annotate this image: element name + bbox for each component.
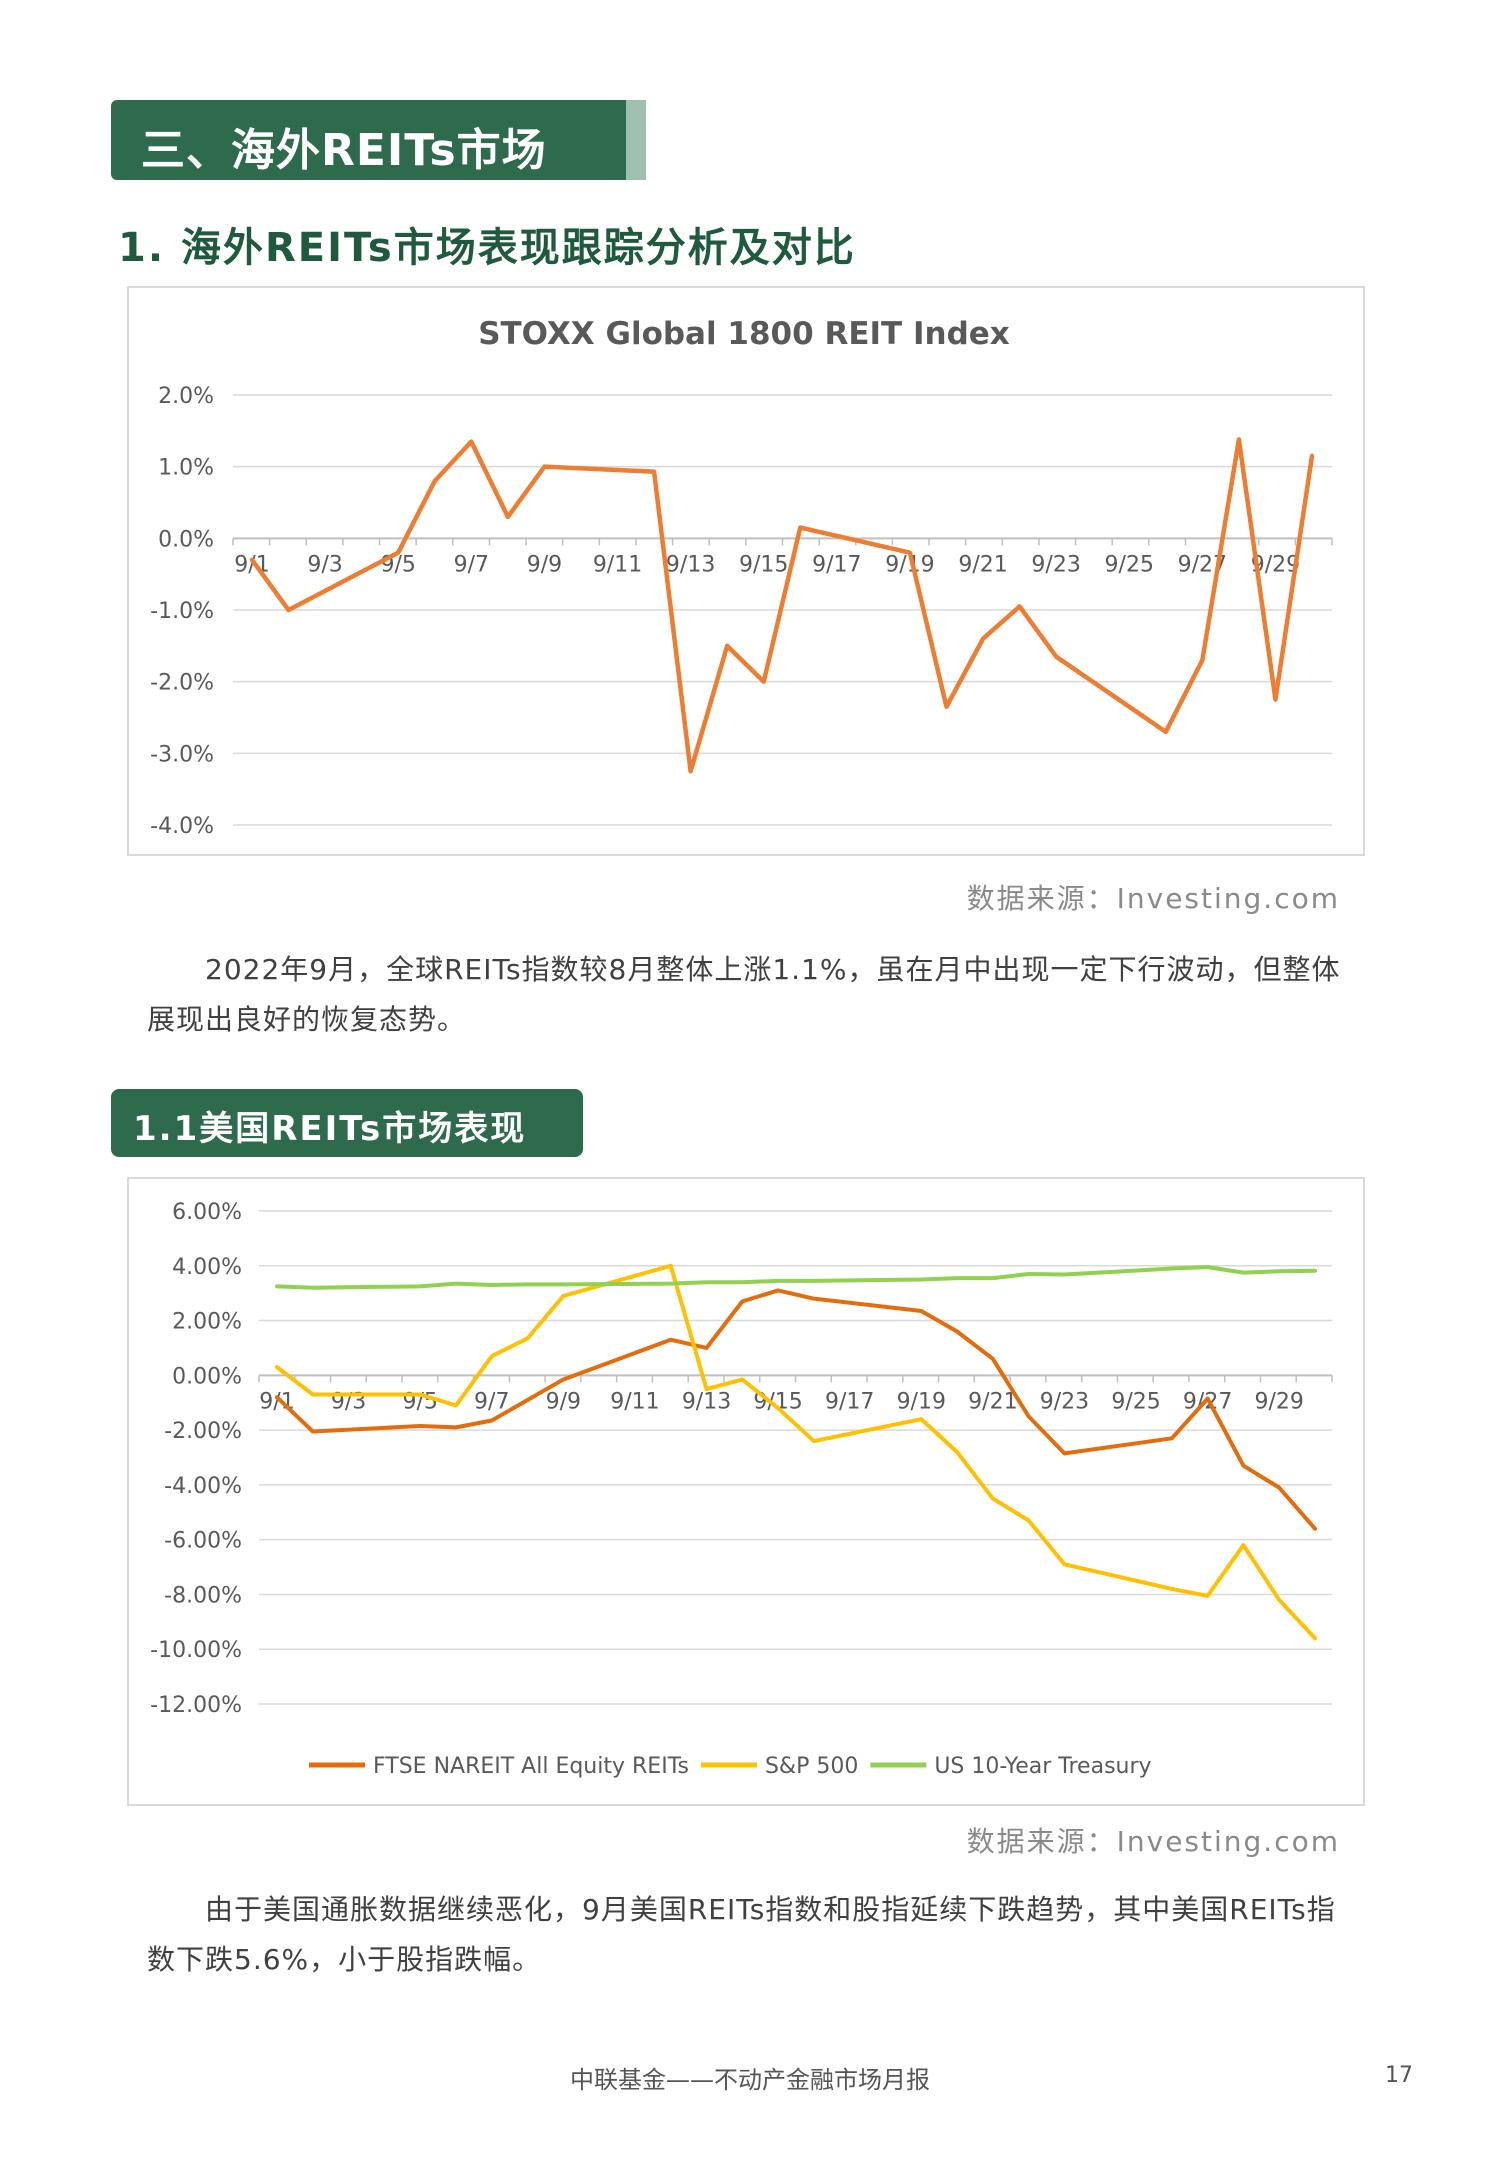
- y-tick-label: -6.00%: [164, 1529, 242, 1554]
- y-tick-label: -4.0%: [150, 814, 214, 839]
- y-tick-label: 2.0%: [158, 384, 214, 409]
- y-tick-label: -1.0%: [150, 599, 214, 624]
- x-tick-label: 9/9: [546, 1389, 581, 1414]
- y-tick-label: 4.00%: [172, 1255, 242, 1280]
- x-tick-label: 9/23: [1031, 552, 1080, 577]
- series-line-2: [275, 1263, 1317, 1641]
- series-line-3: [275, 1265, 1317, 1290]
- x-tick-label: 9/7: [474, 1389, 509, 1414]
- paragraph-global-reits: 2022年9月，全球REITs指数较8月整体上涨1.1%，虽在月中出现一定下行波…: [147, 945, 1347, 1045]
- x-tick-label: 9/11: [610, 1389, 659, 1414]
- series-line-1: [249, 437, 1315, 774]
- us-reits-chart-svg: 6.00% 4.00% 2.00% 0.00% -2.00% -4.00% -6.00% -8…: [150, 1200, 1333, 1779]
- banner-accent: [626, 100, 646, 180]
- us-reits-heading: 1.1美国REITs市场表现: [111, 1089, 583, 1157]
- x-tick-label: 9/9: [527, 552, 562, 577]
- us-reits-heading-text: 1.1美国REITs市场表现: [133, 1109, 527, 1149]
- paragraph-us-reits-text: 由于美国通胀数据继续恶化，9月美国REITs指数和股指延续下跌趋势，其中美国RE…: [147, 1893, 1336, 1976]
- x-tick-label: 9/23: [1040, 1389, 1089, 1414]
- stoxx-reit-chart-svg: STOXX Global 1800 REIT Index 2.0% 1.0% 0.0%…: [150, 316, 1333, 839]
- paragraph-global-reits-text: 2022年9月，全球REITs指数较8月整体上涨1.1%，虽在月中出现一定下行波…: [147, 953, 1341, 1036]
- series-line-1: [275, 1288, 1317, 1531]
- y-tick-label: -10.00%: [150, 1638, 242, 1663]
- stoxx-reit-chart: STOXX Global 1800 REIT Index 2.0% 1.0% 0.0%…: [127, 286, 1365, 856]
- y-tick-label: -8.00%: [164, 1583, 242, 1608]
- x-tick-label: 9/17: [825, 1389, 874, 1414]
- legend-label-1: FTSE NAREIT All Equity REITs: [373, 1754, 689, 1779]
- x-tick-label: 9/21: [968, 1389, 1017, 1414]
- y-tick-label: 0.00%: [172, 1364, 242, 1389]
- legend-label-3: US 10-Year Treasury: [934, 1754, 1151, 1779]
- x-tick-label: 9/13: [682, 1389, 731, 1414]
- x-tick-label: 9/17: [812, 552, 861, 577]
- y-tick-label: 6.00%: [172, 1200, 242, 1225]
- x-tick-label: 9/7: [454, 552, 489, 577]
- chart-title: STOXX Global 1800 REIT Index: [478, 316, 1010, 352]
- subsection-title: 1. 海外REITs市场表现跟踪分析及对比: [118, 225, 856, 271]
- banner-bar: [111, 100, 631, 180]
- x-tick-label: 9/29: [1255, 1389, 1304, 1414]
- y-tick-label: -12.00%: [150, 1693, 242, 1718]
- section-title: 三、海外REITs市场: [141, 125, 547, 176]
- x-tick-label: 9/25: [1105, 552, 1154, 577]
- data-source-1: 数据来源：Investing.com: [966, 882, 1340, 915]
- y-tick-label: 1.0%: [158, 456, 214, 481]
- page-number: 17: [1385, 2063, 1413, 2088]
- legend-label-2: S&P 500: [765, 1754, 858, 1779]
- us-reits-chart: 6.00% 4.00% 2.00% 0.00% -2.00% -4.00% -6.00% -8…: [127, 1177, 1365, 1806]
- paragraph-us-reits: 由于美国通胀数据继续恶化，9月美国REITs指数和股指延续下跌趋势，其中美国RE…: [147, 1885, 1347, 1985]
- y-tick-label: -2.0%: [150, 671, 214, 696]
- y-tick-label: -3.0%: [150, 742, 214, 767]
- x-tick-label: 9/11: [593, 552, 642, 577]
- y-tick-label: -4.00%: [164, 1474, 242, 1499]
- y-tick-label: 2.00%: [172, 1310, 242, 1335]
- section-banner: 三、海外REITs市场: [111, 100, 646, 180]
- x-tick-label: 9/5: [381, 552, 416, 577]
- y-tick-label: 0.0%: [158, 527, 214, 552]
- x-tick-label: 9/19: [897, 1389, 946, 1414]
- x-tick-label: 9/3: [307, 552, 342, 577]
- y-tick-label: -2.00%: [164, 1419, 242, 1444]
- x-tick-label: 9/25: [1111, 1389, 1160, 1414]
- x-tick-label: 9/13: [666, 552, 715, 577]
- page-footer: 中联基金——不动产金融市场月报: [570, 2066, 930, 2094]
- x-tick-label: 9/21: [958, 552, 1007, 577]
- data-source-2: 数据来源：Investing.com: [966, 1825, 1340, 1858]
- x-tick-label: 9/15: [739, 552, 788, 577]
